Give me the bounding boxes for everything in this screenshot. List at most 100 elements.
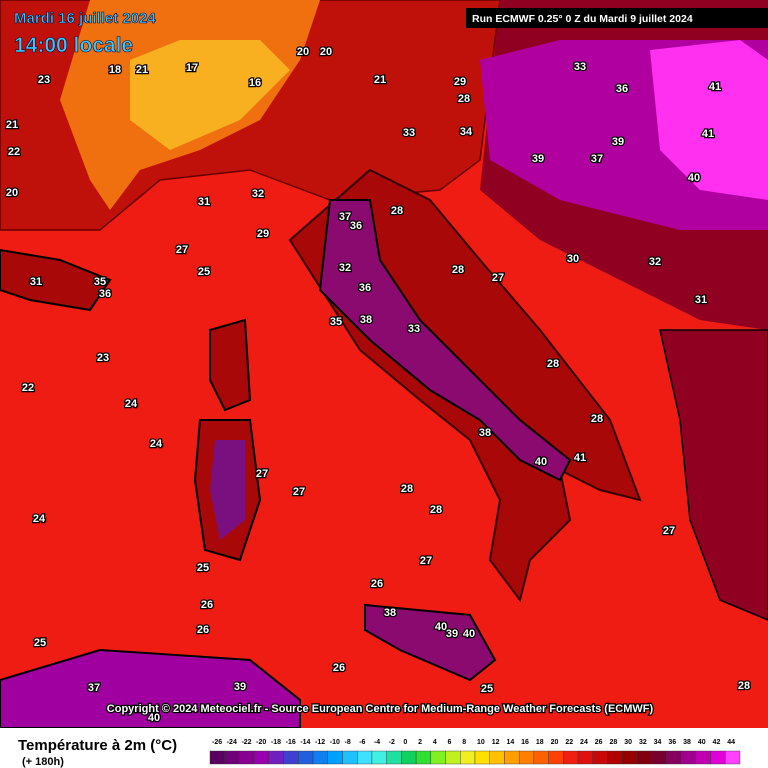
temperature-labels: 23 21 22 20 18 21 17 16 20 20 21 29 28 33 36 41 41 39 39 37… — [5, 45, 752, 726]
temperature-label: 37 — [591, 153, 603, 165]
color-tick-label: -10 — [330, 739, 340, 746]
color-swatch — [371, 750, 387, 765]
temperature-label: 25 — [34, 637, 46, 649]
temperature-label: 25 — [481, 683, 493, 695]
temperature-label: 17 — [186, 62, 198, 74]
temperature-label: 20 — [297, 46, 309, 58]
color-tick-label: -22 — [241, 739, 251, 746]
color-tick-label: -12 — [315, 739, 325, 746]
time: 14:00 locale — [14, 34, 133, 57]
temperature-label: 38 — [479, 427, 491, 439]
color-tick-label: 16 — [521, 739, 529, 746]
color-swatch — [489, 750, 505, 765]
temperature-label: 38 — [360, 314, 372, 326]
temperature-label: 21 — [6, 119, 18, 131]
temperature-label: 39 — [446, 628, 458, 640]
color-swatch — [607, 750, 623, 765]
temperature-label: 27 — [663, 525, 675, 537]
temperature-label: 29 — [454, 76, 466, 88]
temperature-label: 26 — [201, 599, 213, 611]
color-tick-label: 10 — [477, 739, 485, 746]
color-tick-label: 32 — [639, 739, 647, 746]
run-info: Run ECMWF 0.25° 0 Z du Mardi 9 juillet 2… — [472, 13, 693, 25]
temperature-label: 24 — [150, 438, 163, 450]
color-swatch — [548, 750, 564, 765]
temperature-label: 25 — [198, 266, 210, 278]
color-swatch — [298, 750, 314, 765]
alps-cool — [130, 40, 290, 150]
temperature-label: 25 — [197, 562, 209, 574]
temperature-label: 33 — [408, 323, 420, 335]
color-swatch — [357, 750, 373, 765]
temperature-label: 41 — [574, 452, 586, 464]
temperature-label: 26 — [371, 578, 383, 590]
temperature-label: 23 — [97, 352, 109, 364]
corsica — [209, 318, 252, 412]
color-tick-label: 18 — [536, 739, 544, 746]
temperature-label: 30 — [567, 253, 579, 265]
temperature-label: 40 — [535, 456, 547, 468]
sicily — [364, 603, 497, 682]
temperature-label: 27 — [293, 486, 305, 498]
temperature-label: 40 — [435, 621, 447, 633]
color-swatch — [327, 750, 343, 765]
color-tick-label: 12 — [492, 739, 500, 746]
color-swatch — [209, 750, 225, 765]
color-tick-label: 30 — [624, 739, 632, 746]
color-tick-label: 40 — [698, 739, 706, 746]
temperature-label: 26 — [197, 624, 209, 636]
color-tick-label: -8 — [345, 739, 351, 746]
temperature-label: 28 — [738, 680, 750, 692]
temperature-label: 41 — [709, 81, 721, 93]
temperature-label: 41 — [702, 128, 714, 140]
temperature-label: 32 — [649, 256, 661, 268]
color-swatch — [342, 750, 358, 765]
date: Mardi 16 juillet 2024 — [14, 10, 156, 27]
temperature-label: 20 — [320, 46, 332, 58]
color-swatch — [533, 750, 549, 765]
color-swatch — [224, 750, 240, 765]
legend-title: Température à 2m (°C) — [18, 737, 177, 754]
color-swatch — [710, 750, 726, 765]
color-tick-label: 2 — [418, 739, 422, 746]
temperature-label: 36 — [99, 288, 111, 300]
run-box — [466, 8, 768, 28]
temperature-label: 31 — [30, 276, 42, 288]
balkans-hottest — [650, 40, 768, 200]
lead-time: (+ 180h) — [22, 756, 64, 768]
color-tick-label: 8 — [462, 739, 466, 746]
temperature-label: 31 — [695, 294, 707, 306]
color-tick-label: 26 — [595, 739, 603, 746]
temperature-label: 38 — [384, 607, 396, 619]
color-tick-label: -20 — [256, 739, 266, 746]
temperature-label: 32 — [252, 188, 264, 200]
color-swatch — [518, 750, 535, 765]
temperature-label: 35 — [94, 276, 106, 288]
temperature-label: 26 — [333, 662, 345, 674]
temperature-label: 22 — [22, 382, 34, 394]
temperature-label: 40 — [688, 172, 700, 184]
color-swatch — [386, 750, 402, 765]
color-swatch — [695, 750, 711, 765]
color-tick-label: 34 — [654, 739, 662, 746]
color-tick-label: 14 — [506, 739, 514, 746]
temperature-label: 28 — [547, 358, 559, 370]
color-tick-label: 0 — [403, 739, 407, 746]
temperature-label: 23 — [38, 74, 50, 86]
temperature-label: 28 — [401, 483, 413, 495]
color-swatch — [636, 750, 652, 765]
temperature-label: 36 — [350, 220, 362, 232]
color-swatch — [622, 750, 638, 765]
color-swatch — [239, 750, 255, 765]
africa — [0, 648, 301, 729]
temperature-label: 40 — [463, 628, 475, 640]
color-tick-label: 6 — [448, 739, 452, 746]
coast-west — [0, 248, 112, 312]
temperature-label: 40 — [148, 712, 160, 724]
temperature-label: 24 — [125, 398, 138, 410]
temperature-label: 33 — [403, 127, 415, 139]
color-swatch — [651, 750, 667, 765]
color-tick-label: 44 — [727, 739, 735, 746]
sardinia-hills — [210, 440, 245, 540]
